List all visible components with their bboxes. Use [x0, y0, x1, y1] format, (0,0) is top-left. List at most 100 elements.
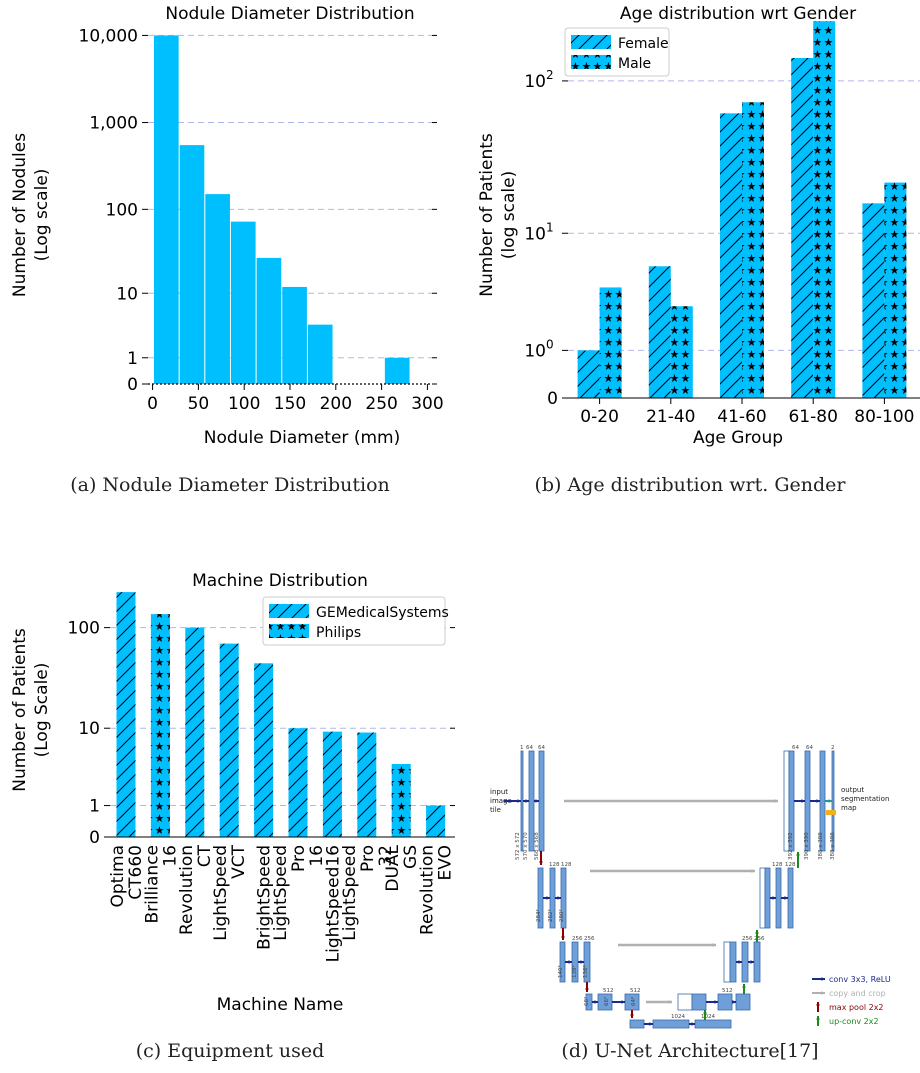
- x-tick-label: 300: [411, 394, 443, 414]
- bar-female-0: [577, 350, 600, 398]
- y-tick-label: 1,000: [89, 114, 138, 134]
- size-label: 138²: [571, 965, 578, 978]
- legend-swatch-philips: [269, 624, 309, 638]
- output-label-line: output: [841, 786, 864, 794]
- caption-a: (a) Nodule Diameter Distribution: [70, 474, 390, 496]
- caption-c: (c) Equipment used: [135, 1040, 325, 1062]
- y-tick-label: 10,000: [79, 26, 138, 46]
- y-tick-label: 1: [89, 797, 100, 817]
- arrow-conv-head: [691, 1022, 695, 1026]
- arrow-maxpool-head: [630, 1014, 634, 1018]
- arrow-conv-head: [594, 1000, 598, 1004]
- x-tick-label-line: Revolution: [177, 845, 197, 935]
- y-axis-label-line2: (log scale): [499, 171, 519, 259]
- channel-label: 128: [785, 862, 796, 868]
- size-label: 392 x 392: [788, 832, 794, 860]
- bar-machine-2: [185, 627, 205, 837]
- channel-label: 2: [831, 745, 835, 751]
- channel-label: 256: [754, 936, 765, 942]
- bar-female-4: [862, 203, 885, 398]
- y-axis-label: Number of Patients (log scale): [477, 133, 519, 297]
- x-tick-label: 80-100: [854, 407, 914, 427]
- x-tick-label: 41-60: [717, 407, 766, 427]
- y-tick-label: 0: [127, 375, 138, 395]
- bar-machine-8: [391, 763, 411, 837]
- size-label: 390 x 390: [804, 832, 810, 860]
- y-axis-label-line2: (Log scale): [32, 169, 52, 262]
- legend-label: conv 3x3, ReLU: [829, 975, 891, 984]
- x-tick-label: 250: [365, 394, 397, 414]
- arrow-conv-head: [525, 799, 529, 803]
- arrow-upconv-head: [703, 1010, 707, 1014]
- x-tick-label-line: Optima: [108, 845, 128, 908]
- x-tick-label: 200: [320, 394, 352, 414]
- bar-machine-1: [150, 614, 170, 837]
- unet-d3-up: [729, 941, 737, 983]
- unet-d4-conv2: [735, 993, 751, 1011]
- channel-label: 128: [772, 862, 783, 868]
- legend: GEMedicalSystems Philips: [262, 596, 449, 646]
- size-label: 568 x 568: [534, 832, 540, 860]
- arrow-conv-head: [772, 896, 776, 900]
- legend-label: copy and crop: [829, 989, 886, 998]
- arrow-conv-head: [738, 960, 742, 964]
- arrow-conv-head: [732, 1000, 736, 1004]
- x-tick-label: 0-20: [580, 407, 619, 427]
- arrow-conv1x1-head: [828, 799, 832, 803]
- chart-title: Age distribution wrt Gender: [620, 4, 856, 24]
- bar-female-3: [791, 57, 814, 398]
- x-axis-label: Nodule Diameter (mm): [204, 428, 400, 448]
- y-tick-exponent: 1: [546, 220, 554, 234]
- unet-d3-conv1: [741, 941, 749, 983]
- x-tick-label-line: CT660: [126, 845, 146, 900]
- channel-label: 256: [742, 936, 753, 942]
- size-label: 570 x 570: [523, 832, 529, 860]
- legend-label-male: Male: [618, 56, 651, 72]
- arrow-conv-head: [546, 896, 550, 900]
- arrow-upconv-head: [755, 930, 759, 934]
- arrow-upconv-head: [742, 984, 746, 988]
- bar-bin-3: [230, 221, 256, 384]
- input-label-line: image: [490, 797, 512, 805]
- size-label: 388 x 388: [830, 832, 836, 860]
- y-tick-label: 1: [127, 349, 138, 369]
- legend-label-ge: GEMedicalSystems: [316, 605, 449, 621]
- panel-unet: input image tile 1 64 64 572 x 572 570 x 570 568…: [460, 560, 920, 1073]
- size-label: 572 x 572: [515, 832, 521, 860]
- unet-d2-up: [764, 867, 771, 929]
- arrow-conv-head: [816, 799, 820, 803]
- arrow-copy-crop-head: [668, 1000, 672, 1004]
- channel-label: 64: [806, 745, 813, 751]
- size-label: 136²: [582, 965, 589, 978]
- arrow-conv-head: [621, 1000, 625, 1004]
- legend-label: up-conv 2x2: [829, 1017, 879, 1026]
- size-label: 68²: [583, 997, 590, 1006]
- bar-bin-4: [256, 257, 282, 384]
- y-tick-label: 0: [547, 389, 558, 409]
- x-axis-label: Machine Name: [217, 995, 344, 1015]
- bar-bin-1: [179, 145, 205, 384]
- legend-arrow-0-head: [821, 977, 825, 981]
- x-tick-label: 150: [274, 394, 306, 414]
- x-tick-label-line: EVO: [436, 845, 456, 880]
- y-tick-label: 100: [106, 200, 138, 220]
- bar-machine-3: [219, 643, 239, 837]
- bar-bin-9: [384, 357, 410, 384]
- legend-arrow-2-head: [816, 1002, 820, 1006]
- y-axis-label-line1: Number of Patients: [477, 133, 497, 297]
- bar-bin-5: [282, 286, 307, 384]
- unet-d4-copy: [677, 993, 693, 1011]
- y-tick-exponent: 2: [546, 68, 554, 82]
- y-tick-label: 10: [78, 719, 100, 739]
- channel-label: 64: [792, 745, 799, 751]
- unet-d2-conv2: [787, 867, 794, 929]
- caption-d: (d) U-Net Architecture[17]: [561, 1040, 819, 1062]
- arrow-conv-head: [750, 960, 754, 964]
- x-tick-label: 21-40: [646, 407, 695, 427]
- bar-machine-6: [322, 731, 342, 837]
- channel-label: 1: [520, 745, 524, 751]
